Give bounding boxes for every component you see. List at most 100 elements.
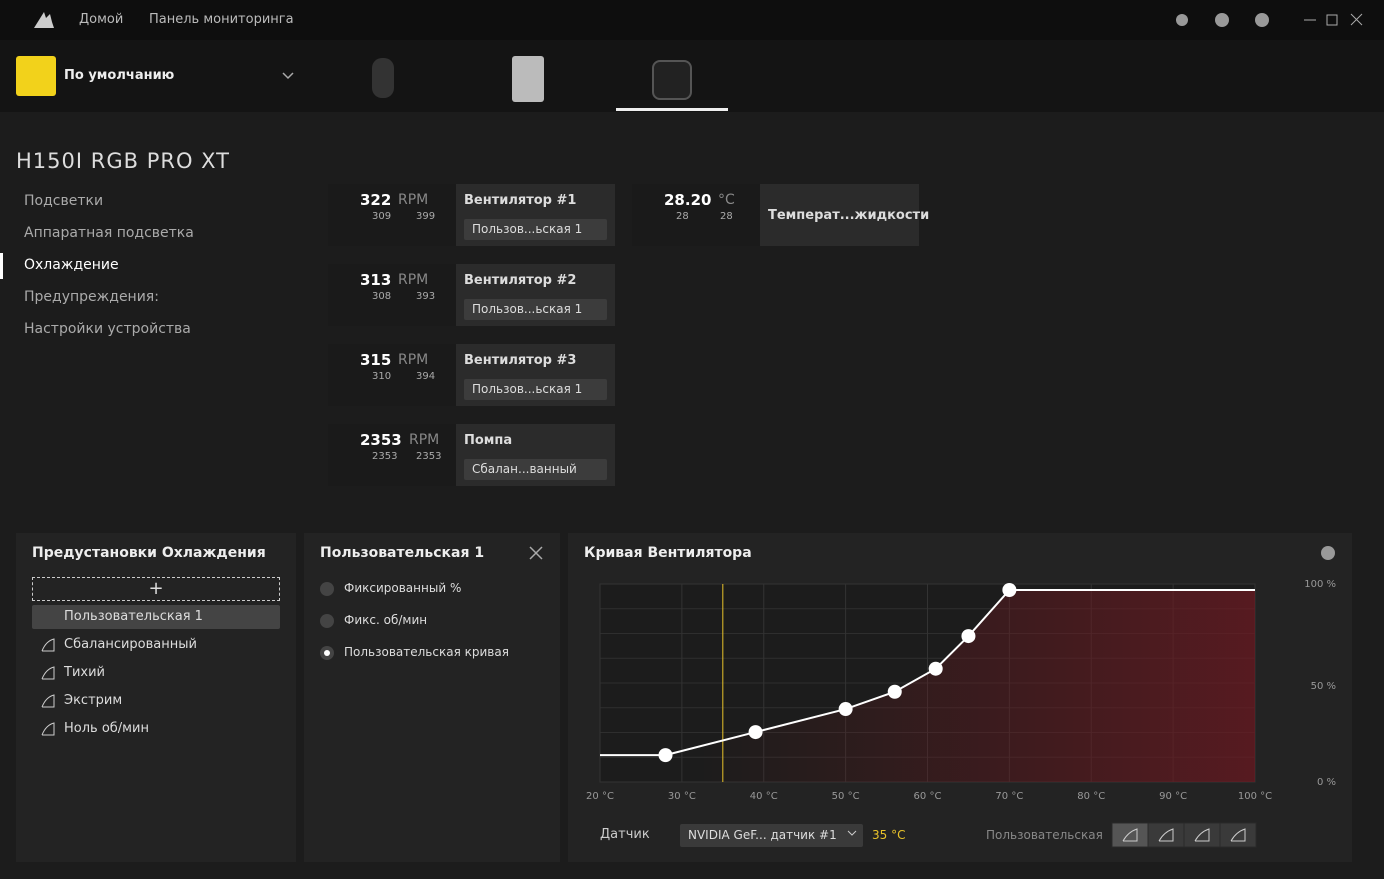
x-tick-label: 70 °C — [995, 791, 1023, 802]
radio — [320, 614, 334, 628]
card-left — [328, 264, 456, 326]
x-tick-label: 30 °C — [668, 791, 696, 802]
curve-preset-icon — [1158, 828, 1174, 842]
preset-icon — [41, 694, 55, 708]
nav-link[interactable]: Панель мониторинга — [149, 12, 294, 27]
mode-option[interactable]: Фиксированный % — [344, 581, 462, 595]
x-tick-label: 20 °C — [586, 791, 614, 802]
sidebar-item[interactable]: Охлаждение — [24, 257, 119, 273]
curve-preset-icon — [1194, 828, 1210, 842]
curve-preset-icon — [1122, 828, 1138, 842]
card-max: 399 — [416, 211, 436, 222]
preset-item[interactable]: Сбалансированный — [64, 637, 197, 652]
card-min: 309 — [372, 211, 392, 222]
mode-panel — [304, 533, 560, 862]
logo — [34, 12, 54, 28]
card-name: Температ...жидкости — [768, 208, 930, 223]
curve-preset-icon — [1230, 828, 1246, 842]
x-tick-label: 90 °C — [1159, 791, 1187, 802]
sidebar-item[interactable]: Подсветки — [24, 193, 104, 209]
preset-selected[interactable] — [32, 605, 280, 629]
y-tick-label: 0 % — [1317, 777, 1336, 788]
device-underline — [616, 108, 728, 111]
preset-item[interactable]: Пользовательская 1 — [64, 609, 203, 624]
card-value: 315 — [360, 351, 392, 369]
card-min: 310 — [372, 371, 392, 382]
card-unit: °C — [718, 192, 735, 208]
curve-preset-button[interactable] — [1219, 822, 1257, 848]
sidebar-item[interactable]: Предупреждения: — [24, 289, 159, 305]
window-controls — [1176, 13, 1363, 27]
panel-title: Предустановки Охлаждения — [32, 545, 266, 561]
curve-point[interactable] — [1002, 583, 1017, 597]
card-left — [328, 424, 456, 486]
profile-icon[interactable] — [16, 56, 56, 96]
preset-item[interactable]: Экстрим — [64, 693, 123, 708]
curve-point[interactable] — [961, 629, 976, 644]
mode-option[interactable]: Пользовательская кривая — [344, 645, 509, 659]
preset-name[interactable]: Пользов...ьская 1 — [472, 302, 583, 316]
radio-dot — [324, 650, 330, 656]
card-min: 308 — [372, 291, 392, 302]
close[interactable] — [528, 545, 544, 561]
top-bar — [0, 0, 1384, 40]
card-name: Вентилятор #3 — [464, 353, 577, 368]
card-unit: RPM — [398, 272, 429, 288]
sensor-value: 35 °C — [872, 828, 906, 842]
mode-option[interactable]: Фикс. об/мин — [344, 613, 428, 627]
card-unit: RPM — [398, 352, 429, 368]
device-cooler[interactable] — [652, 60, 692, 100]
preset-dropdown[interactable] — [464, 219, 607, 240]
chevron[interactable] — [280, 68, 296, 84]
curve-mode: Пользовательская — [986, 828, 1103, 842]
card-value: 2353 — [360, 431, 402, 449]
x-tick-label: 80 °C — [1077, 791, 1105, 802]
sensor-name[interactable]: NVIDIA GeF... датчик #1 — [688, 828, 837, 842]
panel-title: Кривая Вентилятора — [584, 545, 752, 561]
preset-dropdown[interactable] — [464, 459, 607, 480]
x-tick-label: 50 °C — [832, 791, 860, 802]
sidebar-item[interactable]: Настройки устройства — [24, 321, 191, 337]
device-dongle[interactable] — [512, 56, 544, 102]
add-preset[interactable]: + — [32, 577, 280, 601]
info-icon[interactable] — [1321, 546, 1335, 560]
curve-preset-button[interactable] — [1111, 822, 1149, 848]
x-tick-label: 60 °C — [914, 791, 942, 802]
profile-name[interactable]: По умолчанию — [64, 68, 175, 83]
curve-preset-button[interactable] — [1183, 822, 1221, 848]
preset-name[interactable]: Пользов...ьская 1 — [472, 222, 583, 236]
active-marker — [0, 253, 3, 279]
curve-point[interactable] — [887, 684, 902, 699]
x-tick-label: 100 °C — [1238, 791, 1272, 802]
card-min: 2353 — [372, 451, 398, 462]
curve-preset-button[interactable] — [1147, 822, 1185, 848]
card-left — [632, 184, 760, 246]
preset-name[interactable]: Сбалан...ванный — [472, 462, 577, 476]
card-name: Вентилятор #2 — [464, 273, 577, 288]
presets-panel — [16, 533, 296, 862]
device-title: H150I RGB PRO XT — [16, 149, 230, 173]
preset-name[interactable]: Пользов...ьская 1 — [472, 382, 583, 396]
card-unit: RPM — [398, 192, 429, 208]
x-tick-label: 40 °C — [750, 791, 778, 802]
curve-point[interactable] — [748, 725, 763, 740]
card-max: 394 — [416, 371, 436, 382]
card-max: 28 — [720, 211, 733, 222]
device-bar — [0, 40, 1384, 112]
sidebar-item[interactable]: Аппаратная подсветка — [24, 225, 194, 241]
preset-item[interactable]: Ноль об/мин — [64, 721, 149, 736]
nav-link[interactable]: Домой — [79, 12, 124, 27]
curve-point[interactable] — [658, 748, 673, 763]
preset-item[interactable]: Тихий — [64, 665, 105, 680]
preset-dropdown[interactable] — [464, 299, 607, 320]
y-tick-label: 50 % — [1311, 681, 1336, 692]
device-mouse[interactable] — [372, 58, 394, 98]
card-max: 2353 — [416, 451, 442, 462]
card-min: 28 — [676, 211, 689, 222]
sensor-dropdown[interactable] — [680, 824, 863, 847]
curve-point[interactable] — [838, 702, 853, 717]
preset-dropdown[interactable] — [464, 379, 607, 400]
card-name: Вентилятор #1 — [464, 193, 577, 208]
curve-point[interactable] — [928, 661, 943, 676]
